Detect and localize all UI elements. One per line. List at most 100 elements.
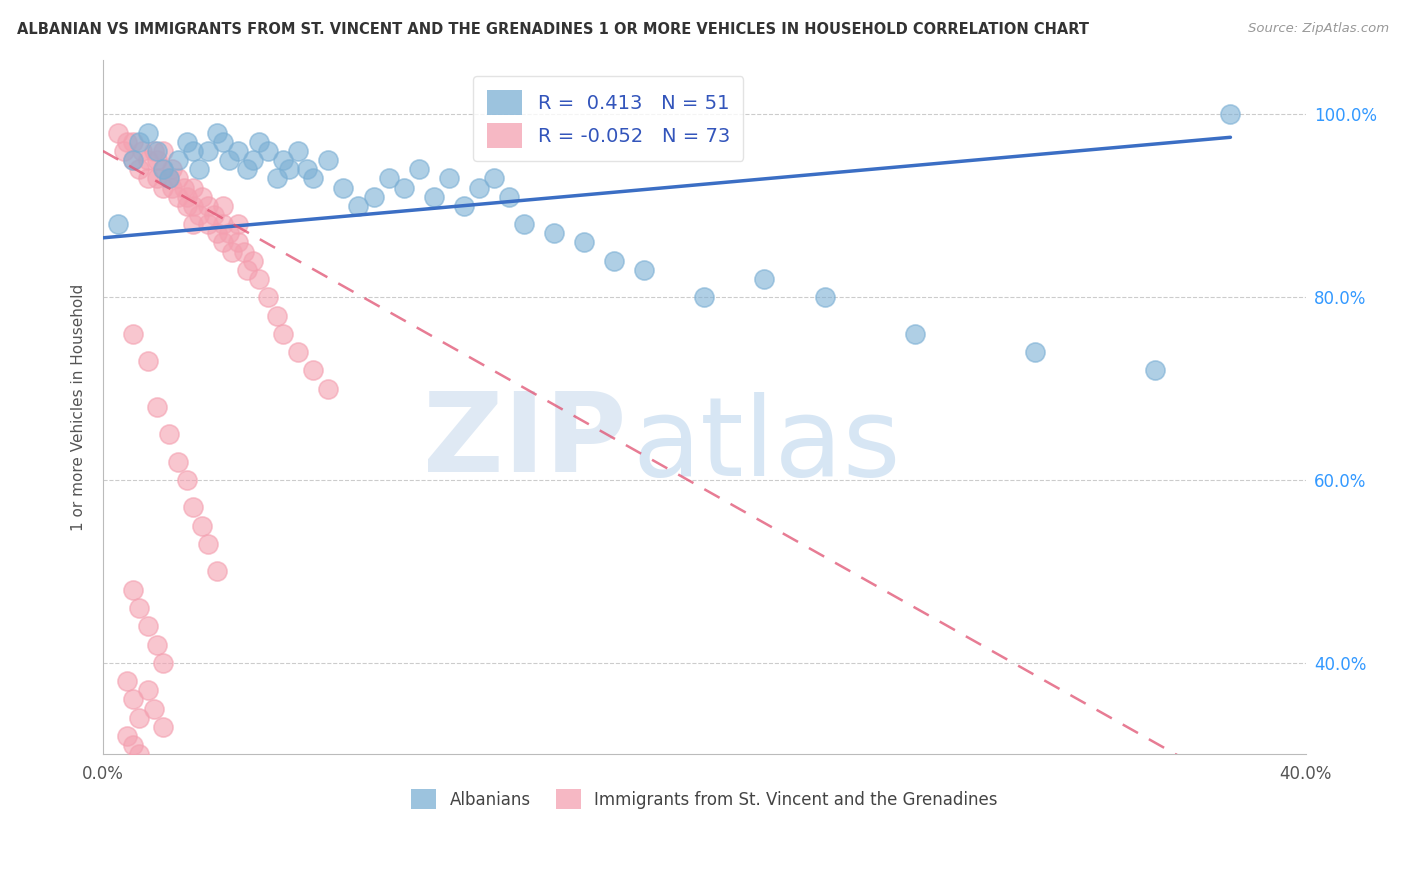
Point [143, 144, 166, 158]
Point [197, 217, 219, 231]
Point [236, 162, 259, 177]
Point [181, 199, 204, 213]
Point [107, 126, 129, 140]
Text: ZIP: ZIP [423, 388, 626, 495]
Point [122, 135, 145, 149]
Point [205, 565, 228, 579]
Point [205, 126, 228, 140]
Point [176, 473, 198, 487]
Point [257, 290, 280, 304]
Point [122, 326, 145, 341]
Point [112, 144, 135, 158]
Point [136, 153, 159, 168]
Point [422, 190, 444, 204]
Point [218, 226, 240, 240]
Point [152, 162, 174, 177]
Point [513, 217, 536, 231]
Point [128, 162, 150, 177]
Point [181, 217, 204, 231]
Point [603, 253, 626, 268]
Point [257, 144, 280, 158]
Point [136, 354, 159, 368]
Point [188, 162, 211, 177]
Point [437, 171, 460, 186]
Point [146, 144, 169, 158]
Point [197, 199, 219, 213]
Point [122, 153, 145, 168]
Point [347, 199, 370, 213]
Point [408, 162, 430, 177]
Point [236, 262, 259, 277]
Point [191, 190, 214, 204]
Text: atlas: atlas [633, 392, 901, 499]
Point [173, 180, 195, 194]
Point [247, 272, 270, 286]
Point [176, 190, 198, 204]
Point [122, 582, 145, 597]
Point [287, 144, 309, 158]
Point [146, 638, 169, 652]
Point [226, 235, 249, 250]
Point [247, 135, 270, 149]
Point [167, 153, 190, 168]
Point [754, 272, 776, 286]
Point [122, 153, 145, 168]
Point [152, 162, 174, 177]
Point [233, 244, 256, 259]
Point [543, 226, 565, 240]
Point [318, 153, 340, 168]
Point [266, 309, 288, 323]
Text: ALBANIAN VS IMMIGRANTS FROM ST. VINCENT AND THE GRENADINES 1 OR MORE VEHICLES IN: ALBANIAN VS IMMIGRANTS FROM ST. VINCENT … [17, 22, 1088, 37]
Point [143, 701, 166, 715]
Point [287, 345, 309, 359]
Point [122, 692, 145, 706]
Point [278, 162, 301, 177]
Point [152, 656, 174, 670]
Point [122, 738, 145, 752]
Point [212, 235, 235, 250]
Point [136, 683, 159, 698]
Point [273, 326, 295, 341]
Point [482, 171, 505, 186]
Point [904, 326, 927, 341]
Point [392, 180, 415, 194]
Point [160, 162, 183, 177]
Point [152, 720, 174, 734]
Point [302, 363, 325, 377]
Point [197, 537, 219, 551]
Point [197, 144, 219, 158]
Point [453, 199, 475, 213]
Point [377, 171, 399, 186]
Point [226, 144, 249, 158]
Text: Source: ZipAtlas.com: Source: ZipAtlas.com [1249, 22, 1389, 36]
Point [136, 619, 159, 633]
Point [107, 217, 129, 231]
Point [181, 144, 204, 158]
Point [128, 711, 150, 725]
Point [205, 226, 228, 240]
Point [152, 180, 174, 194]
Point [318, 382, 340, 396]
Point [1144, 363, 1167, 377]
Point [363, 190, 385, 204]
Point [167, 455, 190, 469]
Point [572, 235, 595, 250]
Point [146, 400, 169, 414]
Point [146, 171, 169, 186]
Point [152, 144, 174, 158]
Point [157, 171, 180, 186]
Point [297, 162, 319, 177]
Point [146, 153, 169, 168]
Point [266, 171, 288, 186]
Point [218, 153, 240, 168]
Point [212, 135, 235, 149]
Point [128, 601, 150, 615]
Point [332, 180, 354, 194]
Point [1219, 107, 1241, 121]
Legend: Albanians, Immigrants from St. Vincent and the Grenadines: Albanians, Immigrants from St. Vincent a… [405, 783, 1004, 815]
Point [498, 190, 520, 204]
Point [167, 171, 190, 186]
Point [157, 171, 180, 186]
Point [212, 199, 235, 213]
Point [221, 244, 243, 259]
